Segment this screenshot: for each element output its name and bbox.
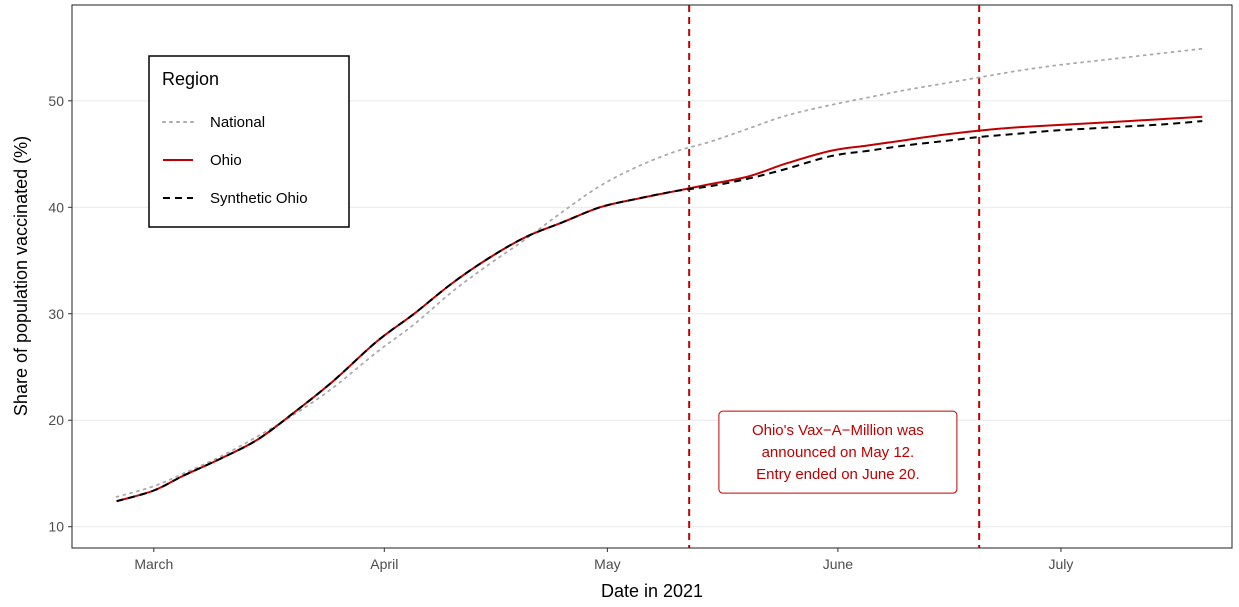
- y-tick-label: 50: [48, 93, 64, 109]
- y-axis-title: Share of population vaccinated (%): [11, 136, 31, 416]
- y-tick-label: 30: [48, 306, 64, 322]
- series-line-national: [115, 47, 1204, 498]
- legend-label: Ohio: [210, 152, 242, 169]
- event-lines: [688, 5, 981, 548]
- annotation-line: Ohio's Vax−A−Million was: [752, 422, 924, 439]
- x-axis-title: Date in 2021: [601, 581, 703, 601]
- y-tick-label: 20: [48, 412, 64, 428]
- annotation-line: announced on May 12.: [762, 444, 915, 461]
- legend-label: Synthetic Ohio: [210, 190, 308, 207]
- x-tick-label: July: [1049, 556, 1074, 572]
- legend-title: Region: [162, 69, 219, 89]
- x-tick-label: May: [594, 556, 620, 572]
- y-axis-ticks: 10 20 30 40 50: [48, 93, 72, 535]
- legend-box: [148, 55, 350, 228]
- x-axis-ticks: March April May June July: [134, 548, 1073, 572]
- x-tick-label: June: [823, 556, 854, 572]
- x-tick-label: April: [370, 556, 398, 572]
- legend-items: National Ohio Synthetic Ohio: [162, 114, 308, 207]
- series-line-synthetic-ohio: [116, 120, 1203, 503]
- annotation-box: [718, 410, 958, 494]
- y-tick-label: 40: [48, 199, 64, 215]
- y-tick-label: 10: [48, 519, 64, 535]
- series-lines: [115, 47, 1204, 503]
- legend-label: National: [210, 114, 265, 131]
- x-tick-label: March: [134, 556, 173, 572]
- legend: Region National Ohio Synthetic Ohio: [148, 55, 350, 228]
- annotation-line: Entry ended on June 20.: [756, 466, 919, 483]
- plot-border: [71, 4, 1233, 549]
- annotation: Ohio's Vax−A−Million was announced on May…: [718, 410, 958, 494]
